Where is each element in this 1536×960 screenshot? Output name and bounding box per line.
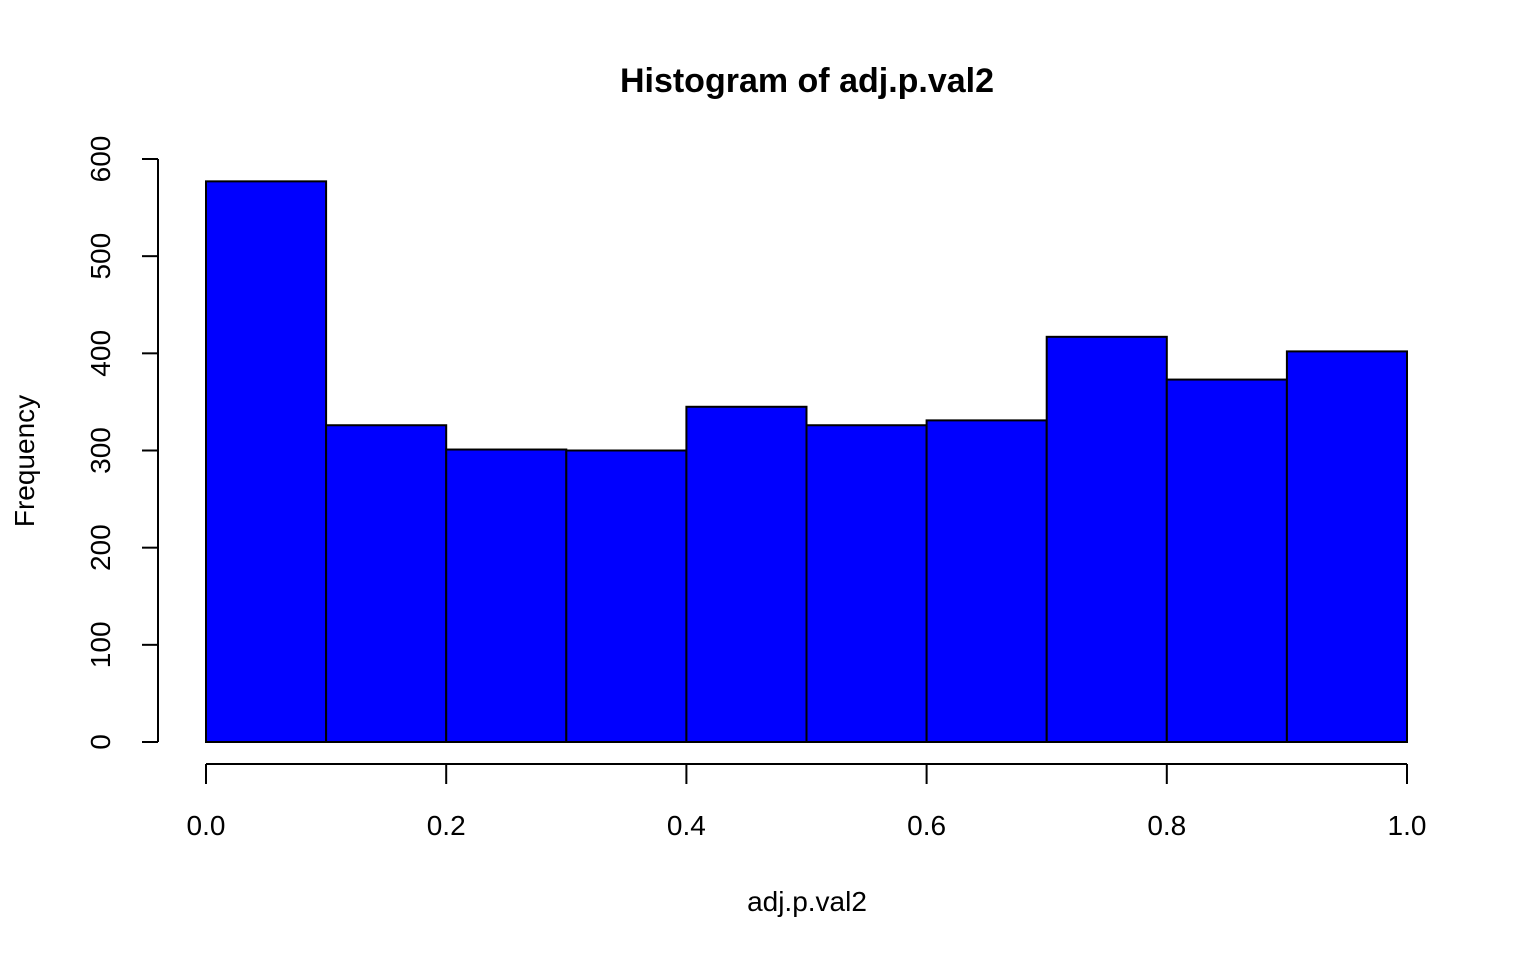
x-tick-label: 0.4 — [667, 810, 706, 841]
y-tick-label: 600 — [85, 136, 116, 183]
histogram-bar — [1165, 378, 1288, 743]
x-tick-label: 0.8 — [1147, 810, 1186, 841]
histogram-bar — [1045, 335, 1168, 743]
y-axis: 0 100 200 300 400 500 600 — [85, 136, 159, 750]
x-tick-label: 0.0 — [187, 810, 226, 841]
y-tick-label: 300 — [85, 427, 116, 474]
histogram-bar — [445, 448, 568, 743]
y-tick-label: 400 — [85, 330, 116, 377]
histogram-bar — [565, 449, 688, 743]
y-tick-label: 200 — [85, 524, 116, 571]
y-tick-label: 0 — [85, 734, 116, 750]
x-axis: 0.0 0.2 0.4 0.6 0.8 1.0 — [187, 763, 1427, 841]
histogram-bar — [1285, 350, 1409, 743]
y-axis-label: Frequency — [9, 395, 40, 527]
bars-group — [205, 180, 1409, 743]
histogram-bar — [685, 405, 808, 743]
x-tick-label: 1.0 — [1388, 810, 1427, 841]
x-axis-label: adj.p.val2 — [747, 886, 867, 917]
histogram-bar — [805, 424, 928, 743]
histogram-bar — [325, 424, 448, 743]
chart-title: Histogram of adj.p.val2 — [620, 62, 994, 100]
x-tick-label: 0.2 — [427, 810, 466, 841]
x-tick-label: 0.6 — [907, 810, 946, 841]
y-tick-label: 100 — [85, 621, 116, 668]
histogram-bar — [925, 419, 1048, 743]
histogram-bar — [205, 180, 328, 743]
y-tick-label: 500 — [85, 233, 116, 280]
